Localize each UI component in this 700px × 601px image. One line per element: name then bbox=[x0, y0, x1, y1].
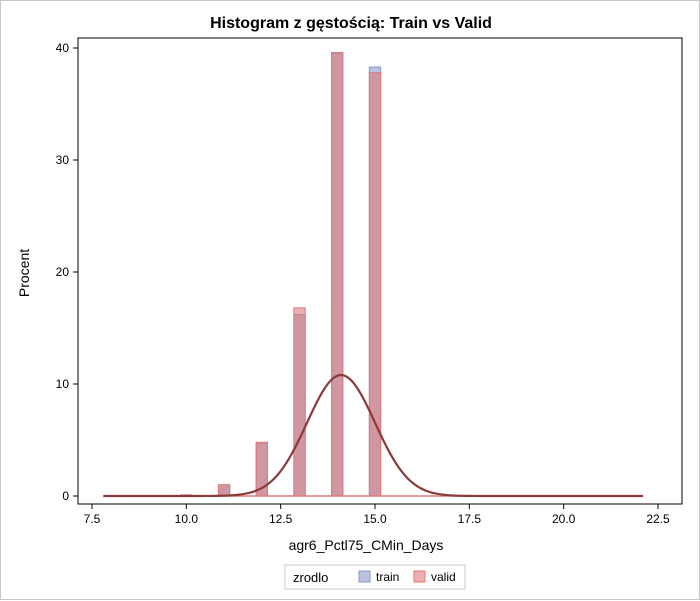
x-tick-label: 12.5 bbox=[269, 512, 293, 526]
x-tick-label: 20.0 bbox=[552, 512, 576, 526]
x-tick-label: 22.5 bbox=[646, 512, 670, 526]
y-tick-label: 10 bbox=[56, 377, 70, 391]
plot-area bbox=[77, 37, 683, 505]
legend-swatch-valid bbox=[413, 570, 426, 583]
x-axis-ticks: 7.5 10.0 12.5 15.0 17.5 20.0 22.5 bbox=[84, 504, 670, 526]
y-tick-label: 20 bbox=[56, 265, 70, 279]
x-tick-label: 17.5 bbox=[458, 512, 482, 526]
legend-label-train: train bbox=[376, 570, 399, 584]
bar-valid-14 bbox=[331, 51, 344, 497]
legend-box bbox=[284, 564, 466, 590]
x-tick-label: 15.0 bbox=[363, 512, 387, 526]
density-curve bbox=[103, 373, 643, 498]
density-curve-layer bbox=[103, 373, 643, 498]
y-tick-label: 0 bbox=[62, 489, 69, 503]
legend-swatch-train bbox=[358, 570, 371, 583]
x-axis-label: agr6_Pctl75_CMin_Days bbox=[289, 537, 444, 553]
chart-title: Histogram z gęstością: Train vs Valid bbox=[210, 15, 492, 32]
bars-layer bbox=[103, 51, 643, 497]
y-tick-label: 30 bbox=[56, 153, 70, 167]
legend-title: zrodlo bbox=[293, 570, 328, 585]
x-tick-label: 10.0 bbox=[175, 512, 199, 526]
bar-valid-11 bbox=[217, 484, 231, 497]
legend: zrodlo train valid bbox=[284, 564, 466, 590]
y-axis-ticks: 0 10 20 30 40 bbox=[56, 41, 78, 503]
y-axis-label: Procent bbox=[16, 249, 32, 297]
y-tick-label: 40 bbox=[56, 41, 70, 55]
legend-label-valid: valid bbox=[431, 570, 456, 584]
bar-valid-13 bbox=[293, 307, 306, 497]
x-tick-label: 7.5 bbox=[84, 512, 101, 526]
